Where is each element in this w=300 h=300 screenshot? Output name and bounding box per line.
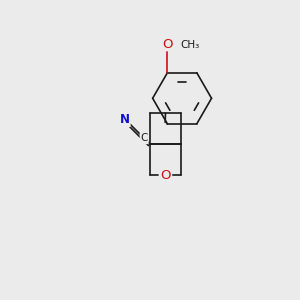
Text: O: O: [160, 169, 171, 182]
Text: CH₃: CH₃: [181, 40, 200, 50]
Text: N: N: [120, 113, 130, 126]
Text: C: C: [140, 133, 148, 143]
Text: O: O: [162, 38, 172, 51]
